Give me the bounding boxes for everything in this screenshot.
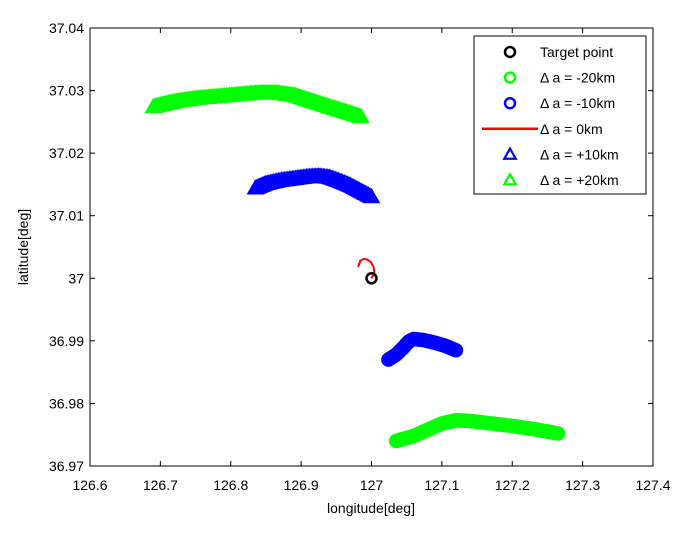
- series-4: [246, 167, 381, 204]
- y-tick-label: 37: [68, 270, 84, 286]
- legend-entry: Δ a = -20km: [503, 70, 615, 86]
- legend-marker-swatch: [503, 96, 517, 110]
- legend-label: Δ a = -20km: [540, 70, 615, 86]
- x-tick-label: 126.7: [143, 477, 178, 493]
- data-layer: [144, 83, 566, 449]
- legend-label: Target point: [540, 44, 613, 60]
- x-tick-label: 127: [360, 477, 384, 493]
- y-tick-label: 37.02: [49, 145, 84, 161]
- legend-box: [473, 35, 647, 195]
- series-1: [388, 413, 566, 449]
- x-tick-label: 127.4: [635, 477, 670, 493]
- y-tick-label: 36.98: [49, 395, 84, 411]
- legend-marker-swatch: [502, 172, 518, 186]
- legend-entry: Δ a = -10km: [503, 95, 615, 111]
- legend: Target point Δ a = -20km Δ a = -10km Δ a = …: [473, 35, 647, 195]
- legend-entry: Target point: [503, 44, 613, 60]
- data-point: [362, 187, 381, 204]
- y-tick-label: 37.03: [49, 83, 84, 99]
- series-line: [357, 257, 376, 279]
- y-tick-label: 36.97: [49, 458, 84, 474]
- legend-marker-swatch: [503, 71, 517, 84]
- x-tick-label: 127.2: [495, 477, 530, 493]
- legend-marker-swatch: [503, 45, 517, 59]
- x-tick-label: 127.3: [565, 477, 600, 493]
- axis-ticks: 126.6 126.7 126.8 126.9 127 127.1 127.2 127.3 12…: [49, 20, 671, 493]
- x-tick-label: 126.6: [72, 477, 107, 493]
- x-axis-label: longitude[deg]: [327, 500, 415, 516]
- y-tick-label: 36.99: [49, 333, 84, 349]
- y-axis-label: latitude[deg]: [15, 209, 31, 285]
- series-5: [144, 83, 370, 124]
- legend-entry: Δ a = +10km: [502, 146, 619, 162]
- series-0: [365, 272, 378, 285]
- data-point: [352, 107, 370, 124]
- series-2: [381, 331, 464, 367]
- series-3: [357, 257, 376, 279]
- data-point: [448, 342, 464, 358]
- legend-marker-swatch: [502, 146, 518, 160]
- legend-label: Δ a = +10km: [540, 146, 619, 162]
- x-tick-label: 127.1: [424, 477, 459, 493]
- y-tick-label: 37.04: [49, 20, 84, 36]
- legend-entry: Δ a = 0km: [482, 121, 603, 137]
- y-tick-label: 37.01: [49, 208, 84, 224]
- legend-label: Δ a = -10km: [540, 95, 615, 111]
- x-tick-label: 126.9: [284, 477, 319, 493]
- legend-entry: Δ a = +20km: [502, 172, 619, 188]
- legend-label: Δ a = 0km: [540, 121, 603, 137]
- target-point-marker: [365, 272, 378, 285]
- x-tick-label: 126.8: [213, 477, 248, 493]
- data-point: [550, 426, 566, 441]
- legend-label: Δ a = +20km: [540, 172, 619, 188]
